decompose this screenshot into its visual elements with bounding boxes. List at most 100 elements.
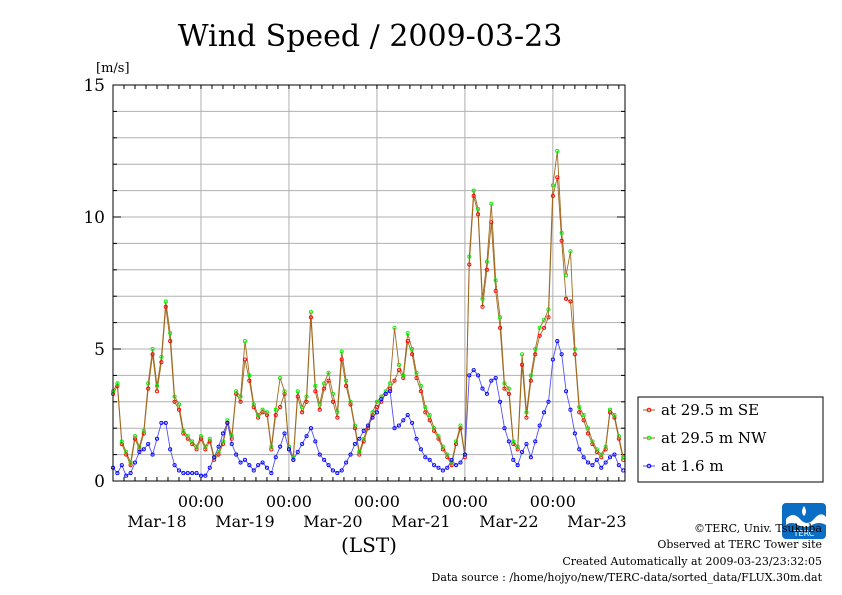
series-3-point: [489, 378, 494, 383]
series-3-point: [410, 420, 415, 425]
series-2-point: [480, 296, 485, 301]
x-tick-date-label: Mar-19: [215, 512, 274, 531]
x-tick-date-label: Mar-20: [303, 512, 362, 531]
series-1-point: [537, 333, 542, 338]
series-2-point: [414, 370, 419, 375]
series-2-point: [234, 389, 239, 394]
series-2-point: [146, 381, 151, 386]
series-2-point: [432, 426, 437, 431]
series-2-point: [586, 426, 591, 431]
series-3-point: [185, 471, 190, 476]
series-1-point: [137, 447, 142, 452]
series-1-point: [515, 447, 520, 452]
series-3-point: [282, 431, 287, 436]
series-2-point: [489, 201, 494, 206]
series-2-point: [335, 410, 340, 415]
x-ticks: 00:00Mar-1800:00Mar-1900:00Mar-2000:00Ma…: [112, 85, 627, 531]
series-2-point: [330, 391, 335, 396]
series-1-point: [590, 441, 595, 447]
series-1-point: [251, 405, 256, 410]
series-3-point: [207, 465, 212, 470]
series-1-point: [542, 325, 547, 330]
series-1-point: [374, 405, 379, 410]
series-2-point: [154, 383, 160, 389]
series-3-point: [498, 399, 503, 404]
series-3-point: [546, 399, 551, 404]
series-1-point: [405, 339, 410, 344]
series-1-point: [520, 362, 525, 367]
series-3-point: [242, 457, 248, 462]
series-1-point: [427, 418, 432, 423]
series-1-point: [396, 368, 401, 373]
series-2-point: [559, 230, 564, 235]
series-2-point: [137, 444, 142, 449]
legend-swatch-point: [646, 435, 652, 441]
series-2-point: [247, 373, 252, 378]
series-3-point: [449, 457, 454, 462]
series-2-point: [383, 389, 388, 394]
series-1-point: [326, 378, 331, 383]
x-tick-date-label: Mar-23: [567, 512, 626, 531]
series-3-point: [423, 455, 428, 460]
series-1-point: [366, 426, 371, 431]
series-3-point: [330, 468, 335, 473]
series-3-point: [168, 447, 173, 452]
series-1-point: [278, 405, 283, 410]
series-1-point: [594, 449, 599, 455]
series-1-point: [458, 426, 463, 431]
series-2-point: [225, 418, 230, 423]
series-2-point: [599, 452, 604, 457]
series-3-point: [260, 460, 265, 465]
series-2-point: [286, 444, 291, 449]
series-3-point: [132, 460, 138, 465]
series-2-point: [616, 434, 621, 439]
series-3-point: [599, 465, 604, 470]
series-1-point: [256, 415, 261, 420]
series-1-point: [524, 415, 529, 420]
series-2-point: [322, 381, 327, 386]
y-axis-label: [m/s]: [96, 61, 130, 76]
series-1-point: [185, 436, 190, 441]
series-3-point: [361, 428, 366, 433]
series-1-point: [550, 193, 555, 198]
series-2-point: [176, 402, 182, 407]
series-3-point: [238, 460, 243, 465]
series-3-point: [115, 471, 120, 476]
series-1-point: [493, 288, 498, 293]
series-3-point: [436, 465, 441, 470]
series-1-point: [423, 410, 428, 415]
series-1-point: [370, 412, 375, 418]
series-1-point: [388, 386, 393, 391]
series-3-point: [154, 436, 160, 441]
series-1-point: [436, 436, 441, 441]
series-1-point: [401, 375, 406, 381]
series-1-point: [247, 378, 252, 383]
series-2-point: [260, 407, 265, 412]
series-3-point: [458, 460, 463, 465]
series-1-point: [506, 391, 511, 396]
series-1-point: [163, 304, 168, 309]
series-2-point: [190, 439, 195, 444]
series-1-point: [599, 455, 604, 460]
series-3-point: [594, 457, 599, 462]
series-1-point: [150, 352, 155, 357]
series-2-point: [581, 412, 586, 418]
series-1-point: [533, 352, 538, 357]
series-1-point: [568, 299, 573, 304]
legend-label: at 29.5 m SE: [661, 401, 759, 419]
series-1-point: [264, 412, 270, 418]
series-1-point: [555, 175, 560, 180]
series-2-point: [436, 434, 441, 439]
series-1-point: [498, 325, 503, 330]
series-1-point: [432, 428, 437, 433]
series-1-point: [476, 212, 481, 217]
observed-text: Observed at TERC Tower site: [657, 538, 822, 551]
legend-box: [637, 396, 824, 483]
series-3-point: [146, 441, 151, 447]
series-2-point: [572, 346, 577, 352]
series-3-point: [537, 423, 542, 428]
series-1-point: [339, 357, 344, 362]
x-axis-label: (LST): [341, 533, 397, 557]
series-3-point: [295, 449, 300, 455]
series-1-point: [260, 410, 265, 415]
